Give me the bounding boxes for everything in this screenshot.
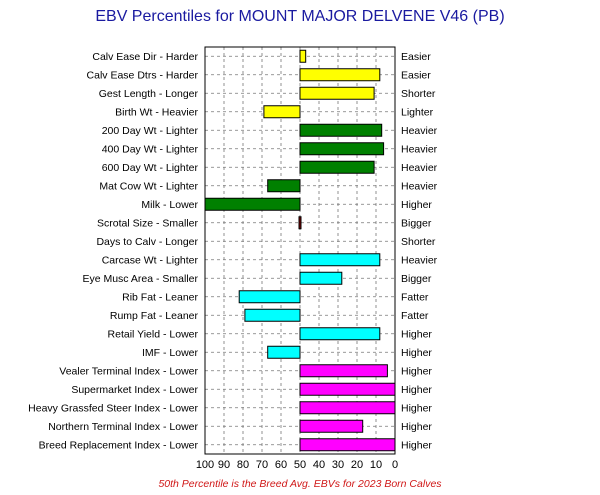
trait-label-right: Higher bbox=[401, 403, 432, 415]
bar-9 bbox=[298, 216, 302, 230]
trait-label-left: Days to Calv - Longer bbox=[96, 236, 198, 248]
bar-17 bbox=[299, 364, 388, 378]
trait-label-right: Fatter bbox=[401, 292, 429, 304]
trait-label-left: Heavy Grassfed Steer Index - Lower bbox=[28, 403, 198, 415]
trait-label-right: Heavier bbox=[401, 162, 438, 174]
bar-11 bbox=[299, 253, 381, 267]
trait-label-right: Easier bbox=[401, 51, 431, 63]
bar-19 bbox=[299, 401, 396, 415]
trait-label-right: Higher bbox=[401, 440, 432, 452]
trait-label-left: Calv Ease Dtrs - Harder bbox=[87, 70, 199, 82]
trait-label-left: Carcase Wt - Lighter bbox=[102, 255, 199, 267]
bar-1 bbox=[299, 68, 381, 82]
trait-label-left: Calv Ease Dir - Harder bbox=[92, 51, 198, 63]
trait-label-left: Gest Length - Longer bbox=[99, 88, 199, 100]
x-tick-label: 40 bbox=[313, 459, 325, 471]
trait-label-right: Fatter bbox=[401, 310, 429, 322]
bar-7 bbox=[267, 179, 301, 193]
x-tick-label: 30 bbox=[332, 459, 344, 471]
bar-13 bbox=[238, 290, 301, 304]
trait-label-left: Retail Yield - Lower bbox=[108, 329, 199, 341]
x-axis-ticks: 100 90 80 70 60 50 40 30 20 10 0 bbox=[196, 459, 398, 471]
trait-label-left: Eye Musc Area - Smaller bbox=[82, 273, 198, 285]
x-tick-label: 0 bbox=[392, 459, 398, 471]
trait-label-right: Higher bbox=[401, 384, 432, 396]
x-tick-label: 90 bbox=[218, 459, 230, 471]
trait-label-left: Birth Wt - Heavier bbox=[115, 107, 198, 119]
trait-label-left: Mat Cow Wt - Lighter bbox=[99, 181, 198, 193]
trait-label-left: Supermarket Index - Lower bbox=[71, 384, 198, 396]
trait-label-left: 400 Day Wt - Lighter bbox=[102, 144, 199, 156]
trait-label-left: 200 Day Wt - Lighter bbox=[102, 125, 199, 137]
chart-title: EBV Percentiles for MOUNT MAJOR DELVENE … bbox=[95, 8, 504, 25]
x-tick-label: 20 bbox=[351, 459, 363, 471]
trait-label-right: Bigger bbox=[401, 218, 432, 230]
trait-label-right: Higher bbox=[401, 329, 432, 341]
bar-4 bbox=[299, 123, 383, 137]
bar-16 bbox=[267, 345, 301, 359]
trait-label-right: Bigger bbox=[401, 273, 432, 285]
trait-label-right: Heavier bbox=[401, 144, 438, 156]
trait-label-left: Breed Replacement Index - Lower bbox=[39, 440, 199, 452]
bar-15 bbox=[299, 327, 381, 341]
trait-label-right: Shorter bbox=[401, 88, 436, 100]
bar-14 bbox=[244, 308, 301, 322]
bar-12 bbox=[299, 271, 343, 285]
trait-label-right: Higher bbox=[401, 421, 432, 433]
plot-frame bbox=[204, 46, 396, 455]
trait-label-right: Heavier bbox=[401, 255, 438, 267]
trait-label-left: Milk - Lower bbox=[141, 199, 198, 211]
bar-6 bbox=[299, 160, 375, 174]
x-tick-label: 100 bbox=[196, 459, 214, 471]
x-tick-label: 60 bbox=[275, 459, 287, 471]
right-trait-labels: Easier Easier Shorter Lighter Heavier Heavier… bbox=[401, 51, 438, 452]
trait-label-right: Higher bbox=[401, 199, 432, 211]
bar-0 bbox=[299, 49, 307, 63]
trait-label-right: Higher bbox=[401, 366, 432, 378]
trait-label-left: Vealer Terminal Index - Lower bbox=[59, 366, 198, 378]
bars bbox=[204, 49, 396, 452]
trait-label-left: 600 Day Wt - Lighter bbox=[102, 162, 199, 174]
x-tick-label: 50 bbox=[294, 459, 306, 471]
trait-label-right: Heavier bbox=[401, 125, 438, 137]
trait-label-right: Easier bbox=[401, 70, 431, 82]
trait-label-right: Higher bbox=[401, 347, 432, 359]
trait-label-left: Rib Fat - Leaner bbox=[122, 292, 198, 304]
trait-label-left: Scrotal Size - Smaller bbox=[97, 218, 198, 230]
trait-label-right: Lighter bbox=[401, 107, 434, 119]
x-tick-label: 70 bbox=[256, 459, 268, 471]
chart-footnote: 50th Percentile is the Breed Avg. EBVs f… bbox=[158, 478, 442, 490]
bar-20 bbox=[299, 419, 364, 433]
bar-8 bbox=[204, 197, 301, 211]
trait-label-right: Heavier bbox=[401, 181, 438, 193]
x-tick-label: 10 bbox=[370, 459, 382, 471]
bar-5 bbox=[299, 142, 385, 156]
trait-label-right: Shorter bbox=[401, 236, 436, 248]
x-tick-label: 80 bbox=[237, 459, 249, 471]
bar-21 bbox=[299, 438, 396, 452]
trait-label-left: Rump Fat - Leaner bbox=[110, 310, 199, 322]
bar-18 bbox=[299, 382, 396, 396]
bar-3 bbox=[263, 105, 301, 119]
bar-2 bbox=[299, 86, 375, 100]
trait-label-left: IMF - Lower bbox=[142, 347, 199, 359]
trait-label-left: Northern Terminal Index - Lower bbox=[48, 421, 198, 433]
left-trait-labels: Calv Ease Dir - Harder Calv Ease Dtrs - H… bbox=[28, 51, 199, 452]
